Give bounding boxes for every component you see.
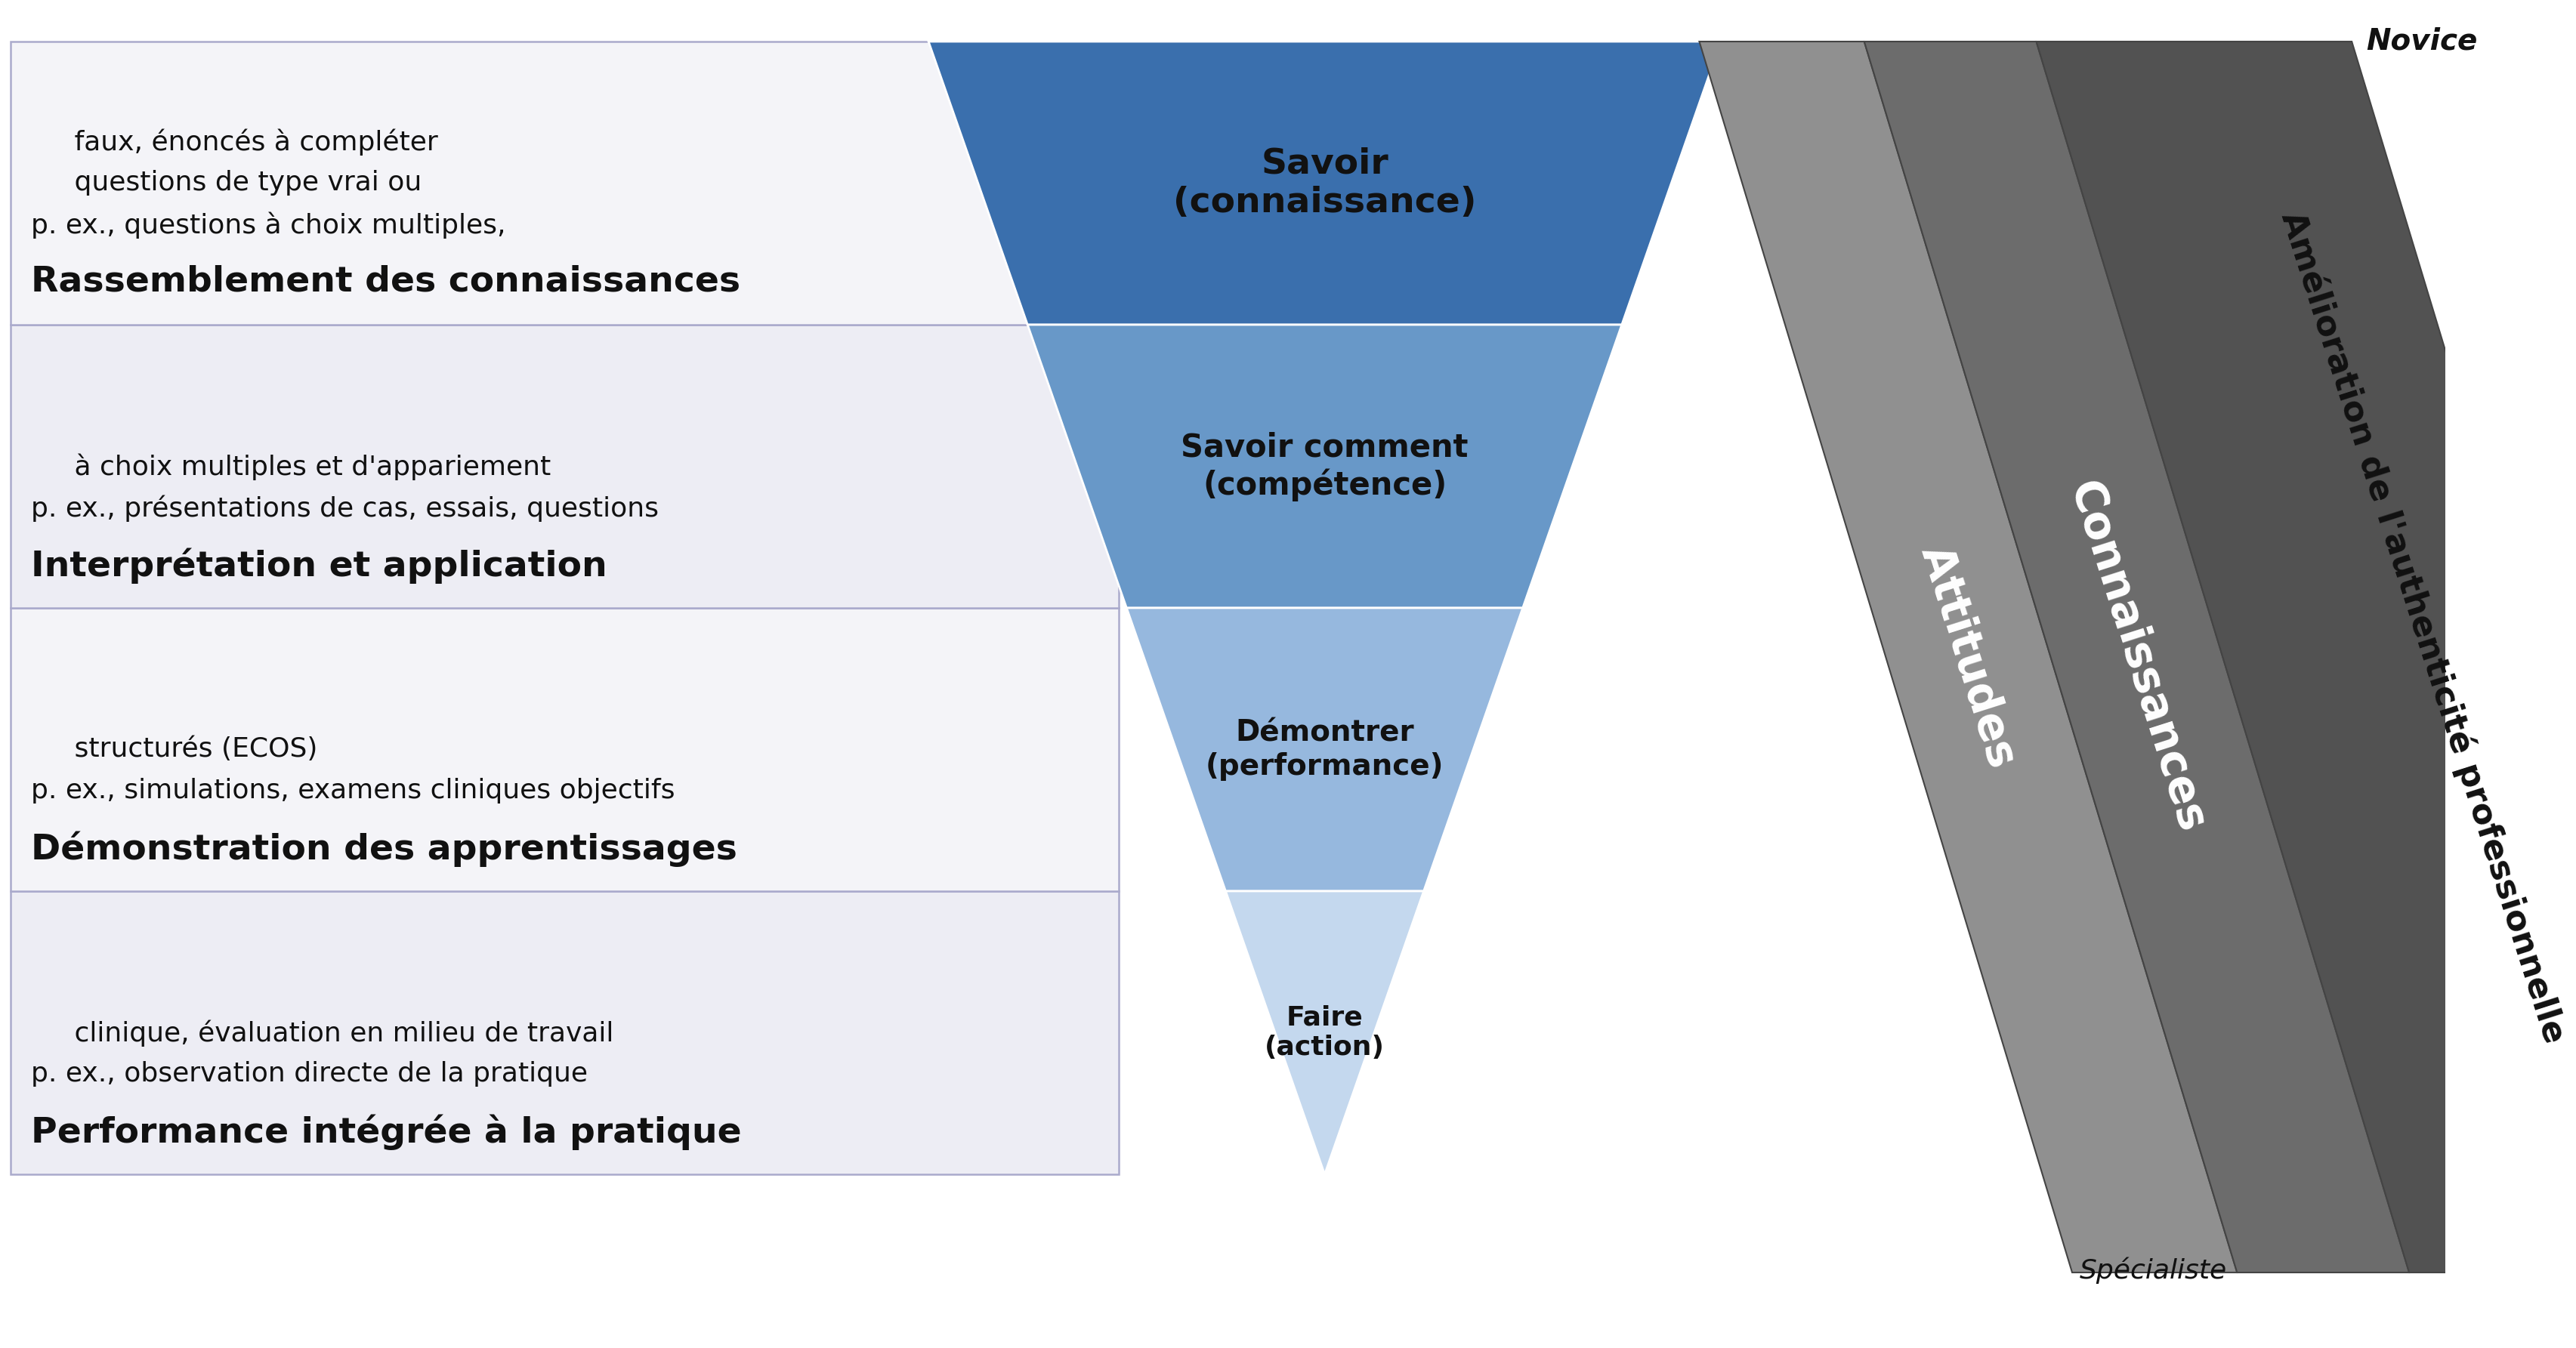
FancyBboxPatch shape bbox=[10, 325, 1118, 608]
Text: Performance intégrée à la pratique: Performance intégrée à la pratique bbox=[31, 1113, 742, 1150]
Text: questions de type vrai ou: questions de type vrai ou bbox=[31, 170, 422, 195]
Polygon shape bbox=[927, 42, 1721, 325]
FancyBboxPatch shape bbox=[10, 42, 1118, 325]
Text: Connaissances: Connaissances bbox=[2061, 476, 2213, 838]
Text: Démonstration des apprentissages: Démonstration des apprentissages bbox=[31, 830, 737, 867]
FancyBboxPatch shape bbox=[10, 891, 1118, 1174]
Text: Faire
(action): Faire (action) bbox=[1265, 1006, 1386, 1061]
Text: structurés (ECOS): structurés (ECOS) bbox=[31, 736, 317, 762]
Text: Démontrer
(performance): Démontrer (performance) bbox=[1206, 718, 1443, 780]
Text: Rassemblement des connaissances: Rassemblement des connaissances bbox=[31, 264, 739, 298]
Text: Savoir
(connaissance): Savoir (connaissance) bbox=[1172, 147, 1476, 220]
Text: Interprétation et application: Interprétation et application bbox=[31, 547, 608, 584]
Polygon shape bbox=[2035, 42, 2576, 1273]
Polygon shape bbox=[1226, 891, 1425, 1174]
FancyBboxPatch shape bbox=[10, 608, 1118, 891]
Text: p. ex., présentations de cas, essais, questions: p. ex., présentations de cas, essais, qu… bbox=[31, 495, 659, 522]
Text: Spécialiste: Spécialiste bbox=[2079, 1256, 2226, 1283]
Text: à choix multiples et d'appariement: à choix multiples et d'appariement bbox=[31, 453, 551, 480]
Text: p. ex., observation directe de la pratique: p. ex., observation directe de la pratiq… bbox=[31, 1061, 587, 1086]
Polygon shape bbox=[1126, 608, 1522, 891]
Text: Attitudes: Attitudes bbox=[1911, 541, 2025, 774]
Text: faux, énoncés à compléter: faux, énoncés à compléter bbox=[31, 128, 438, 155]
Polygon shape bbox=[1865, 42, 2409, 1273]
Text: clinique, évaluation en milieu de travail: clinique, évaluation en milieu de travai… bbox=[31, 1019, 613, 1046]
Text: p. ex., questions à choix multiples,: p. ex., questions à choix multiples, bbox=[31, 212, 505, 239]
Text: Savoir comment
(compétence): Savoir comment (compétence) bbox=[1180, 431, 1468, 501]
Text: p. ex., simulations, examens cliniques objectifs: p. ex., simulations, examens cliniques o… bbox=[31, 778, 675, 803]
Polygon shape bbox=[1700, 42, 2236, 1273]
Text: Novice: Novice bbox=[2367, 27, 2478, 55]
Polygon shape bbox=[1028, 325, 1623, 608]
Text: Amélioration de l'authenticité professionnelle: Amélioration de l'authenticité professio… bbox=[2275, 206, 2571, 1047]
